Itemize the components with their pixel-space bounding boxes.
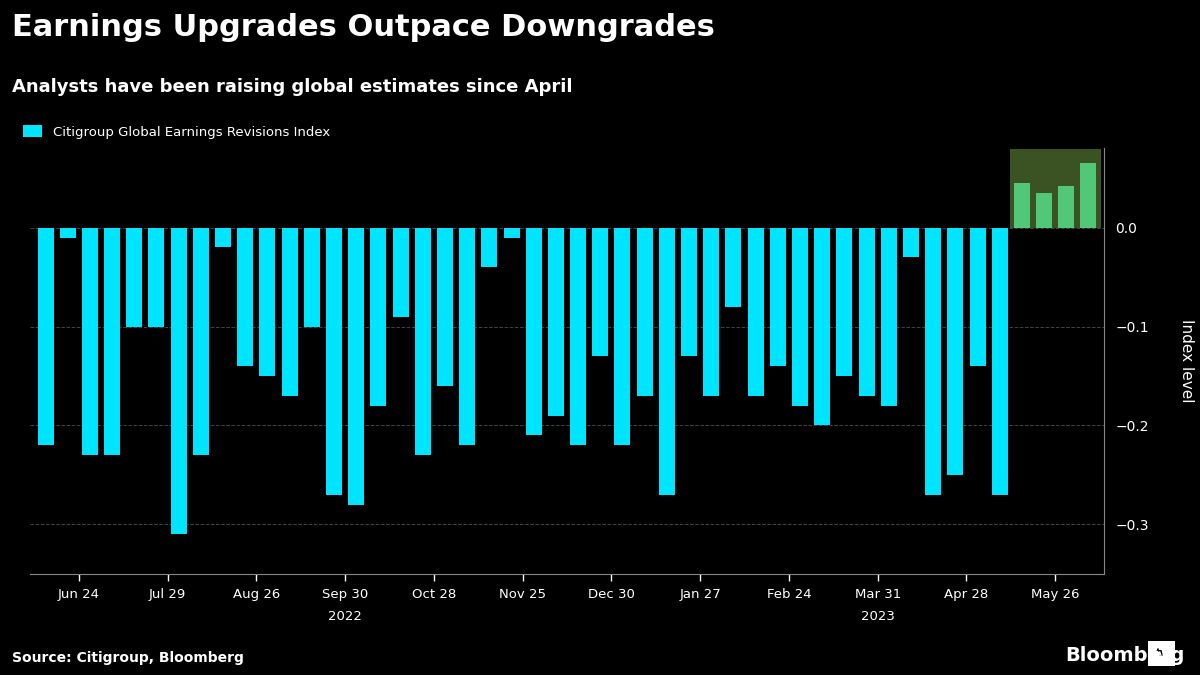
- Bar: [215, 227, 232, 248]
- Bar: [637, 227, 653, 396]
- Bar: [392, 227, 408, 317]
- Bar: [748, 227, 763, 396]
- Bar: [371, 227, 386, 406]
- Bar: [925, 227, 941, 495]
- Bar: [1036, 193, 1052, 227]
- Bar: [1058, 186, 1074, 227]
- Bar: [526, 227, 541, 435]
- Bar: [991, 227, 1008, 495]
- Bar: [170, 227, 187, 534]
- Bar: [37, 227, 54, 446]
- Bar: [193, 227, 209, 455]
- FancyBboxPatch shape: [1009, 148, 1100, 227]
- Bar: [82, 227, 98, 455]
- Text: tv: tv: [1156, 649, 1168, 658]
- Bar: [792, 227, 808, 406]
- Bar: [481, 227, 497, 267]
- Bar: [682, 227, 697, 356]
- Y-axis label: Index level: Index level: [1180, 319, 1194, 403]
- Bar: [238, 227, 253, 366]
- Bar: [60, 227, 76, 238]
- Bar: [304, 227, 320, 327]
- Text: 2022: 2022: [328, 610, 362, 623]
- Bar: [149, 227, 164, 327]
- Bar: [504, 227, 520, 238]
- Bar: [881, 227, 896, 406]
- Bar: [593, 227, 608, 356]
- Bar: [770, 227, 786, 366]
- Bar: [858, 227, 875, 396]
- Bar: [348, 227, 364, 504]
- Bar: [703, 227, 719, 396]
- Bar: [659, 227, 674, 495]
- Text: 2023: 2023: [860, 610, 894, 623]
- Bar: [326, 227, 342, 495]
- Bar: [104, 227, 120, 455]
- Bar: [259, 227, 276, 376]
- Text: Analysts have been raising global estimates since April: Analysts have been raising global estima…: [12, 78, 572, 96]
- Bar: [614, 227, 630, 446]
- Bar: [460, 227, 475, 446]
- Bar: [282, 227, 298, 396]
- Bar: [437, 227, 452, 386]
- Bar: [126, 227, 143, 327]
- Bar: [836, 227, 852, 376]
- Text: Bloomberg: Bloomberg: [1066, 646, 1184, 665]
- Legend: Citigroup Global Earnings Revisions Index: Citigroup Global Earnings Revisions Inde…: [18, 122, 334, 142]
- Bar: [726, 227, 742, 306]
- Bar: [902, 227, 919, 257]
- Bar: [947, 227, 964, 475]
- Bar: [548, 227, 564, 416]
- Text: Source: Citigroup, Bloomberg: Source: Citigroup, Bloomberg: [12, 651, 244, 665]
- Text: Earnings Upgrades Outpace Downgrades: Earnings Upgrades Outpace Downgrades: [12, 14, 715, 43]
- Bar: [1014, 183, 1030, 227]
- Bar: [1080, 163, 1097, 227]
- Bar: [970, 227, 985, 366]
- Bar: [814, 227, 830, 425]
- Bar: [415, 227, 431, 455]
- Bar: [570, 227, 586, 446]
